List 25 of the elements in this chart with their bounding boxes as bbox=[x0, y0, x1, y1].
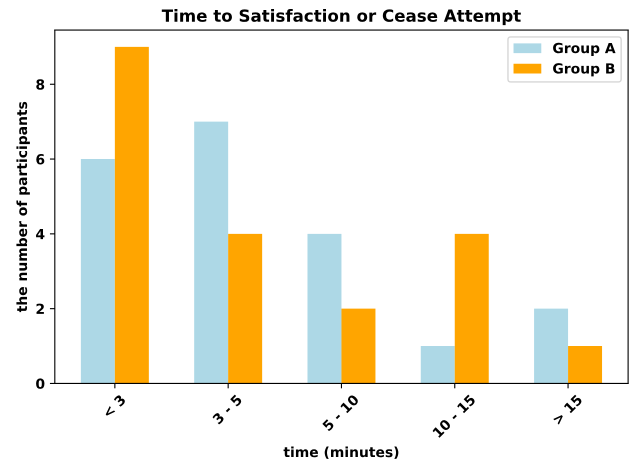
y-axis-title: the number of participants bbox=[16, 102, 30, 312]
bar bbox=[568, 346, 602, 384]
bar bbox=[228, 234, 262, 384]
bar bbox=[534, 308, 568, 384]
bar bbox=[420, 346, 455, 384]
x-tick-label: > 15 bbox=[552, 394, 583, 426]
bar bbox=[194, 122, 228, 384]
bar bbox=[454, 234, 489, 384]
x-tick-label: < 3 bbox=[102, 394, 126, 418]
legend-label: Group B bbox=[553, 63, 614, 76]
y-tick-label: 0 bbox=[36, 378, 44, 389]
chart-title: Time to Satisfaction or Cease Attempt bbox=[162, 9, 521, 26]
y-tick-label: 8 bbox=[36, 79, 44, 90]
bar bbox=[80, 159, 115, 384]
bar bbox=[114, 46, 149, 384]
legend-label: Group A bbox=[553, 42, 616, 56]
y-tick-label: 2 bbox=[36, 304, 44, 314]
x-tick-label: 3 - 5 bbox=[212, 394, 243, 425]
bar bbox=[341, 308, 376, 384]
y-tick-label: 6 bbox=[36, 154, 44, 165]
x-axis-title: time (minutes) bbox=[284, 446, 398, 459]
x-tick-label: 10 - 15 bbox=[432, 394, 476, 438]
bar bbox=[307, 234, 342, 384]
x-tick-label: 5 - 10 bbox=[322, 394, 360, 432]
y-tick-label: 4 bbox=[36, 229, 44, 240]
